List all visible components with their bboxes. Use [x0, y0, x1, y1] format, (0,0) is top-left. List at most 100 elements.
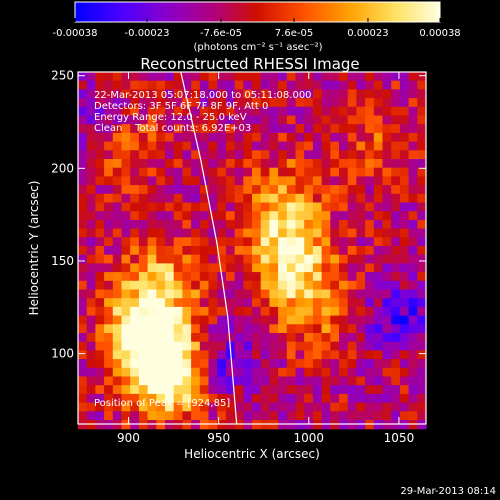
- heatmap-cell: [208, 289, 218, 299]
- heatmap-cell: [95, 367, 105, 378]
- heatmap-cell: [173, 89, 183, 99]
- heatmap-cell: [269, 280, 279, 291]
- heatmap-cell: [252, 211, 262, 221]
- heatmap-cell: [286, 106, 297, 117]
- heatmap-cell: [382, 167, 392, 177]
- heatmap-cell: [95, 341, 105, 351]
- heatmap-cell: [225, 89, 236, 99]
- heatmap-cell: [321, 246, 331, 256]
- heatmap-cell: [130, 98, 140, 108]
- heatmap-cell: [78, 141, 88, 151]
- heatmap-cell: [225, 167, 236, 177]
- heatmap-cell: [278, 341, 288, 351]
- heatmap-cell: [86, 341, 96, 351]
- heatmap-cell: [365, 98, 375, 108]
- heatmap-cell: [130, 185, 140, 195]
- heatmap-cell: [330, 350, 340, 360]
- heatmap-cell: [330, 176, 340, 186]
- heatmap-cell: [130, 350, 140, 360]
- heatmap-cell: [147, 211, 157, 221]
- heatmap-cell: [278, 211, 288, 221]
- heatmap-cell: [138, 124, 149, 134]
- heatmap-cell: [156, 124, 166, 134]
- heatmap-cell: [138, 254, 149, 264]
- heatmap-cell: [147, 393, 157, 404]
- heatmap-cell: [347, 159, 357, 169]
- heatmap-cell: [121, 315, 131, 325]
- heatmap-cell: [234, 159, 244, 169]
- heatmap-cell: [191, 385, 201, 395]
- heatmap-cell: [78, 385, 88, 395]
- heatmap-cell: [234, 420, 244, 430]
- heatmap-cell: [295, 376, 305, 386]
- heatmap-cell: [138, 115, 149, 125]
- heatmap-cell: [208, 341, 218, 351]
- heatmap-cell: [382, 420, 392, 430]
- heatmap-cell: [373, 298, 384, 308]
- heatmap-cell: [330, 306, 340, 317]
- heatmap-cell: [373, 272, 384, 282]
- heatmap-cell: [234, 324, 244, 334]
- heatmap-cell: [243, 132, 253, 143]
- heatmap-cell: [243, 98, 253, 108]
- heatmap-cell: [104, 333, 114, 343]
- heatmap-cell: [191, 289, 201, 299]
- heatmap-cell: [138, 298, 149, 308]
- heatmap-cell: [199, 385, 210, 395]
- heatmap-cell: [304, 315, 314, 325]
- heatmap-cell: [382, 272, 392, 282]
- heatmap-cell: [286, 176, 297, 186]
- heatmap-cell: [304, 376, 314, 386]
- heatmap-cell: [286, 219, 297, 230]
- heatmap-cell: [286, 341, 297, 351]
- heatmap-cell: [191, 341, 201, 351]
- heatmap-cell: [330, 393, 340, 404]
- heatmap-cell: [182, 193, 192, 204]
- heatmap-cell: [208, 72, 218, 82]
- heatmap-cell: [339, 141, 349, 151]
- heatmap-cell: [365, 402, 375, 412]
- heatmap-cell: [225, 402, 236, 412]
- heatmap-cell: [191, 219, 201, 230]
- heatmap-cell: [112, 376, 123, 386]
- heatmap-cell: [391, 115, 401, 125]
- heatmap-cell: [234, 333, 244, 343]
- heatmap-cell: [234, 185, 244, 195]
- heatmap-cell: [356, 385, 366, 395]
- heatmap-cell: [95, 176, 105, 186]
- heatmap-cell: [234, 350, 244, 360]
- heatmap-cell: [312, 159, 323, 169]
- heatmap-cell: [112, 254, 123, 264]
- heatmap-cell: [365, 324, 375, 334]
- heatmap-cell: [121, 263, 131, 273]
- heatmap-cell: [365, 211, 375, 221]
- heatmap-cell: [252, 324, 262, 334]
- heatmap-cell: [295, 132, 305, 143]
- heatmap-cell: [278, 185, 288, 195]
- heatmap-cell: [417, 211, 427, 221]
- heatmap-cell: [356, 393, 366, 404]
- heatmap-cell: [252, 246, 262, 256]
- heatmap-cell: [138, 393, 149, 404]
- heatmap-cell: [182, 176, 192, 186]
- heatmap-cell: [373, 376, 384, 386]
- heatmap-cell: [382, 411, 392, 421]
- heatmap-cell: [286, 367, 297, 378]
- heatmap-cell: [86, 306, 96, 317]
- heatmap-cell: [95, 167, 105, 177]
- heatmap-cell: [191, 306, 201, 317]
- heatmap-cell: [286, 254, 297, 264]
- heatmap-cell: [373, 106, 384, 117]
- heatmap-cell: [278, 98, 288, 108]
- heatmap-cell: [304, 385, 314, 395]
- heatmap-cell: [173, 420, 183, 430]
- heatmap-cell: [191, 359, 201, 369]
- heatmap-cell: [339, 333, 349, 343]
- heatmap-cell: [104, 219, 114, 230]
- heatmap-cell: [243, 246, 253, 256]
- heatmap-cell: [260, 193, 270, 204]
- heatmap-cell: [260, 141, 270, 151]
- heatmap-cell: [104, 124, 114, 134]
- heatmap-cell: [78, 167, 88, 177]
- heatmap-cell: [347, 306, 357, 317]
